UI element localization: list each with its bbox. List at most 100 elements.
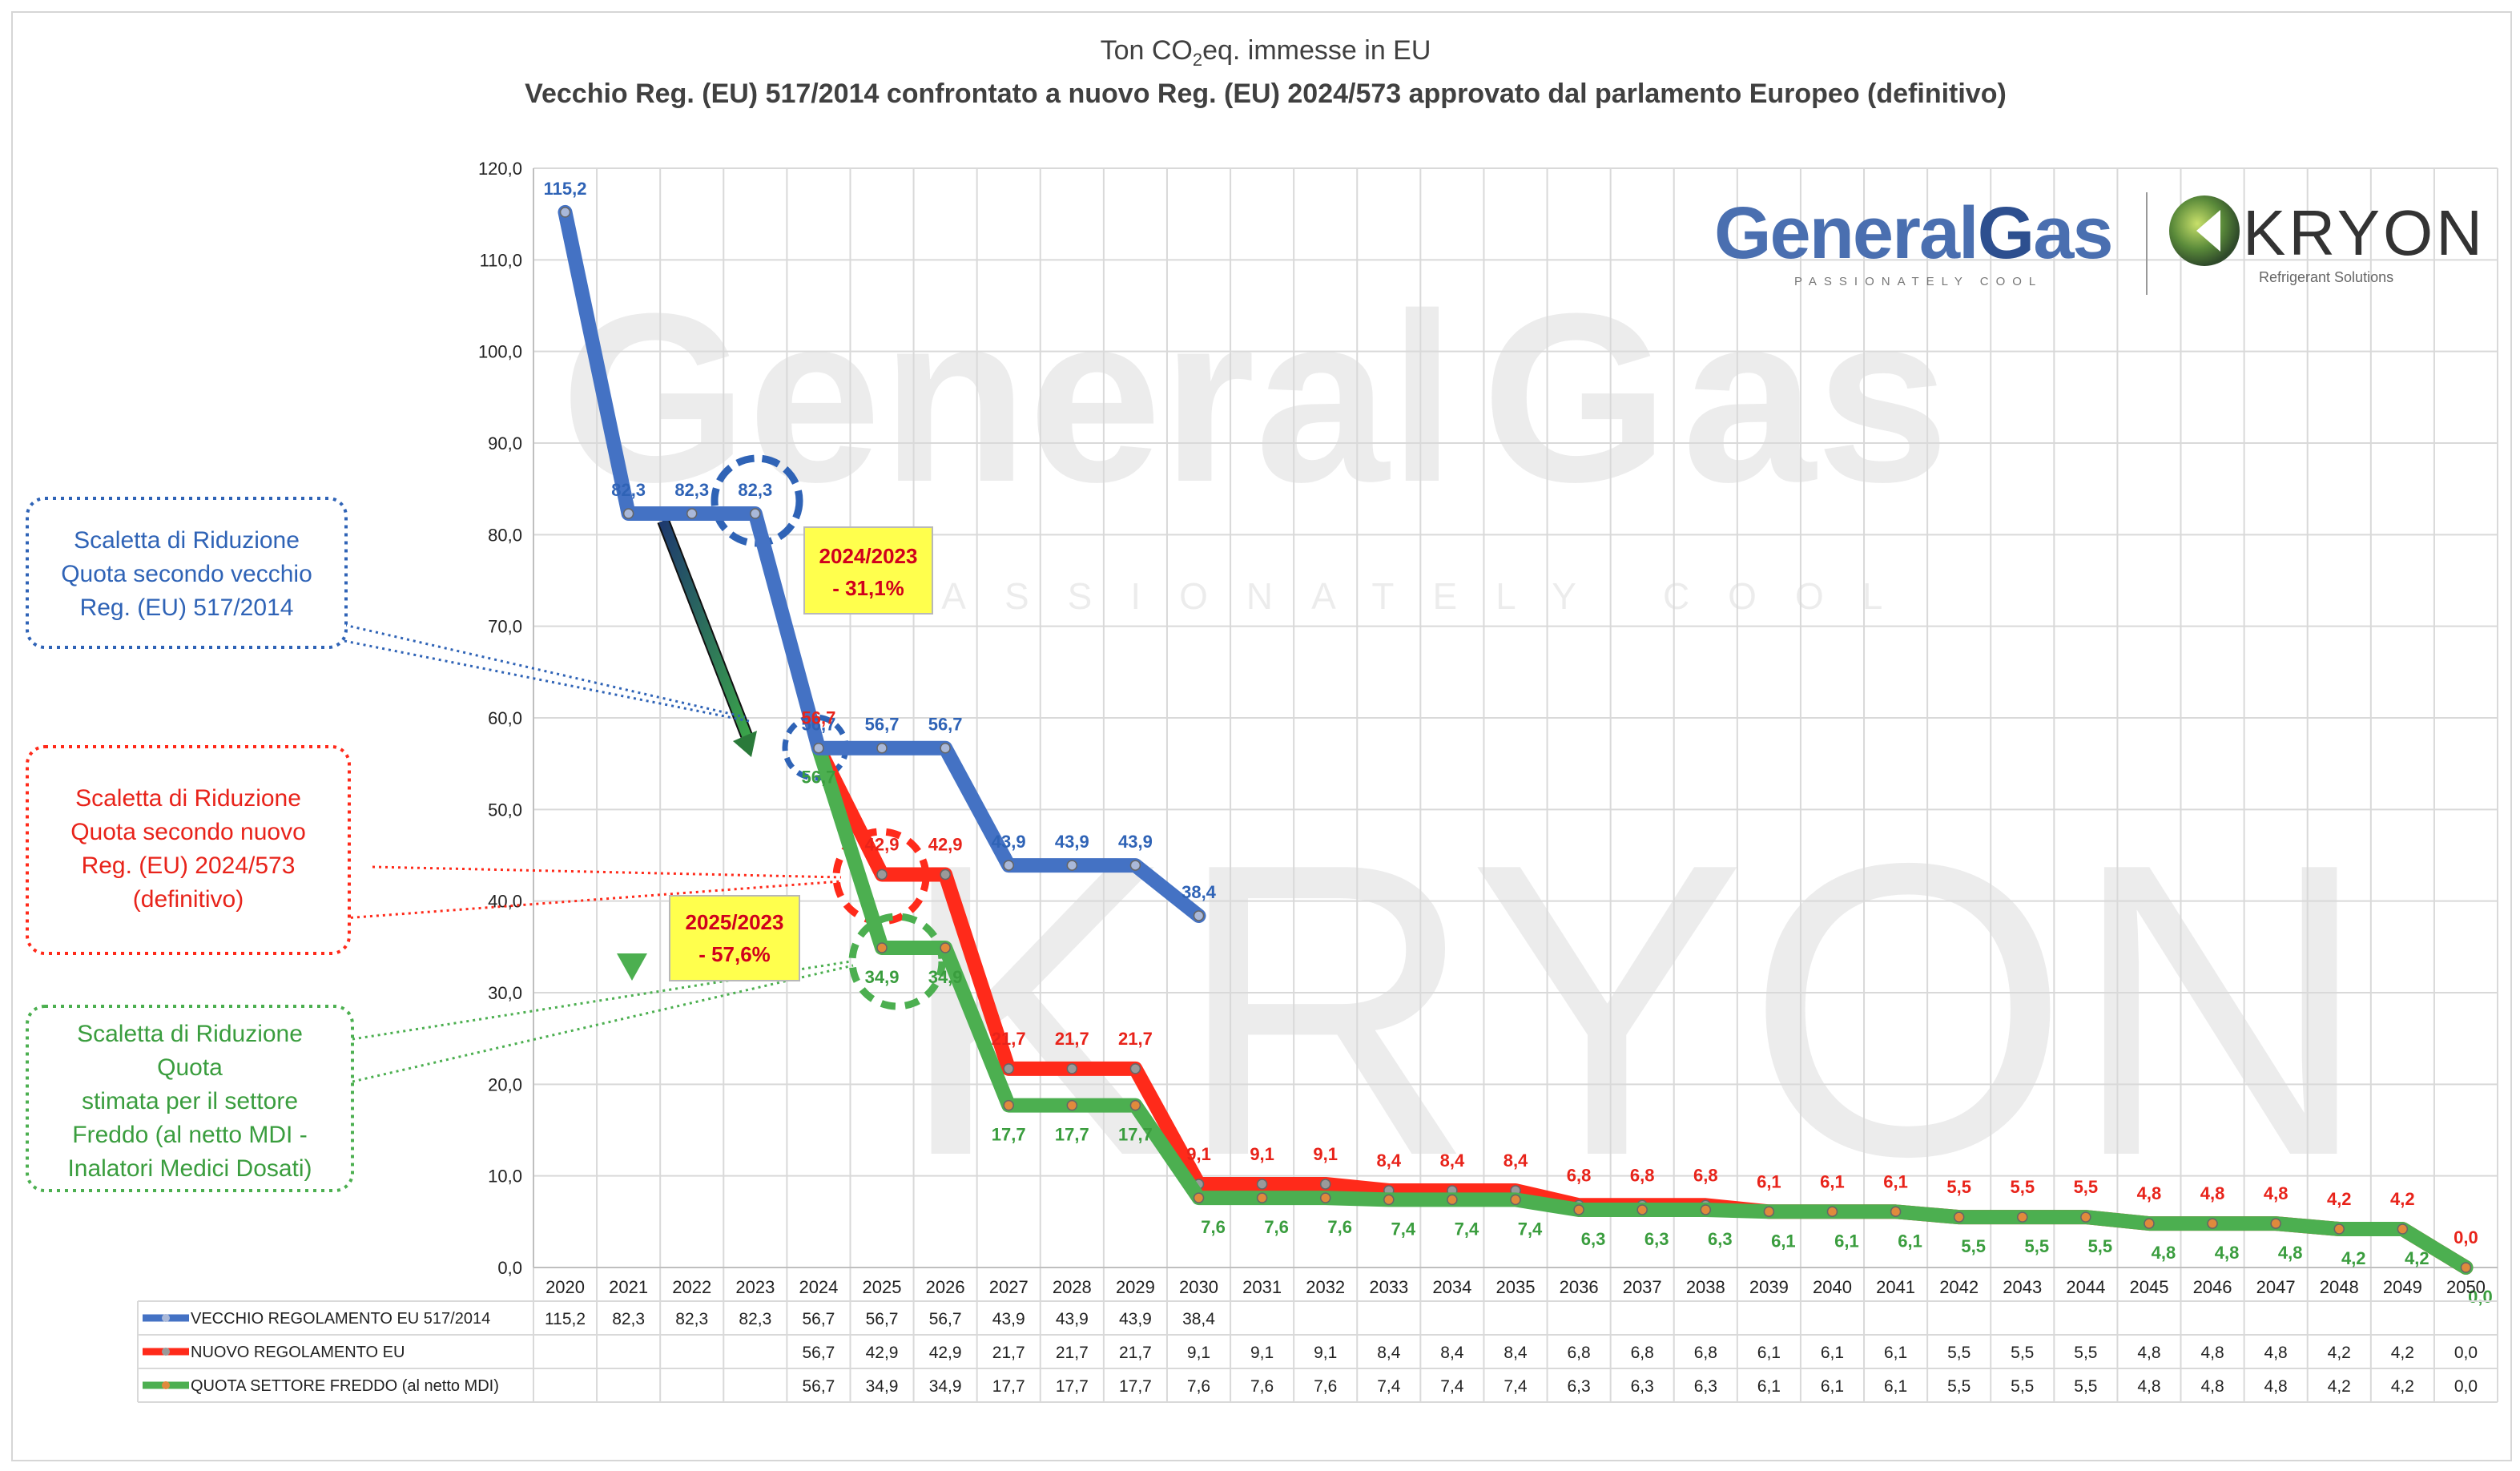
x-tick-label: 2046 [2193,1277,2232,1297]
data-label: 6,1 [1834,1231,1859,1251]
data-label: 5,5 [1946,1177,1971,1197]
data-point [2460,1262,2472,1273]
labels-layer: 115,282,3 82,3 82,356,7 56,7 56,743,9 43,9 43,… [544,179,2493,1307]
data-point [1066,1063,1078,1074]
table-cell: 6,8 [1694,1344,1717,1362]
legend-swatch-dot [162,1314,170,1322]
table-cell: 5,5 [2074,1344,2097,1362]
svg-text:PASSIONATELY COOL: PASSIONATELY COOL [1794,275,2043,288]
table-cell: 7,6 [1250,1377,1274,1396]
x-tick-label: 2047 [2256,1277,2296,1297]
data-point [1193,1192,1205,1203]
table-cell: 21,7 [1119,1344,1152,1362]
data-point [1573,1204,1584,1215]
table-cell: 6,3 [1694,1377,1717,1396]
x-tick-label: 2027 [989,1277,1029,1297]
svg-text:- 31,1%: - 31,1% [832,576,904,600]
data-point [1003,1099,1014,1111]
x-tick-label: 2022 [672,1277,711,1297]
data-point [876,742,888,754]
data-label: 34,9 [865,967,900,987]
diagonal-arrow [657,518,757,757]
data-label: 6,8 [1693,1165,1718,1185]
data-point [1447,1194,1458,1206]
data-label: 21,7 [1055,1029,1089,1049]
table-cell: 5,5 [2011,1377,2034,1396]
data-label: 9,1 [1313,1144,1338,1164]
data-point [1193,910,1205,921]
table-cell: 6,1 [1821,1344,1844,1362]
data-point [2080,1211,2091,1223]
data-label: 17,7 [992,1125,1026,1145]
svg-text:stimata per il settore: stimata per il settore [82,1088,298,1114]
table-cell: 56,7 [802,1344,835,1362]
data-label: 34,9 [928,967,963,987]
data-point [622,508,634,519]
data-point [1953,1211,1965,1223]
data-label: 6,8 [1630,1165,1655,1185]
data-label: 6,3 [1708,1229,1733,1249]
table-cell: 21,7 [992,1344,1025,1362]
table-cell: 115,2 [545,1310,586,1328]
circle-cold-2025 [848,913,946,1010]
table-cell: 5,5 [2074,1377,2097,1396]
x-tick-label: 2035 [1496,1277,1536,1297]
svg-text:Quota secondo vecchio: Quota secondo vecchio [61,561,312,587]
table-cell: 9,1 [1314,1344,1337,1362]
data-point [686,508,698,519]
data-point [559,207,571,218]
data-point [1003,1063,1014,1074]
data-label: 7,4 [1518,1219,1543,1239]
table-cell: 4,8 [2264,1377,2288,1396]
data-label: 0,0 [2468,1287,2493,1307]
data-point [940,868,951,881]
y-tick-label: 90,0 [488,433,522,453]
data-label: 56,7 [865,715,900,735]
svg-text:- 57,6%: - 57,6% [698,942,771,966]
data-point [1890,1206,1902,1218]
data-label: 56,7 [802,768,836,788]
data-label: 4,2 [2405,1248,2429,1268]
y-axis: 0,0 10,0 20,0 30,0 40,0 50,0 60,0 70,0 80,0 90,0 1… [478,159,522,1278]
x-tick-label: 2034 [1432,1277,1471,1297]
data-label: 115,2 [544,179,587,199]
x-tick-label: 2043 [2003,1277,2042,1297]
table-cell: 7,4 [1440,1377,1464,1396]
data-label: 4,2 [2341,1248,2366,1268]
x-tick-label: 2038 [1686,1277,1725,1297]
data-label: 56,7 [802,708,836,728]
svg-text:Reg. (EU) 2024/573: Reg. (EU) 2024/573 [82,852,296,879]
data-point [876,868,888,881]
table-cell: 4,8 [2137,1344,2160,1362]
x-tick-label: 2026 [926,1277,965,1297]
table-cell: 6,8 [1567,1344,1590,1362]
x-tick-label: 2020 [545,1277,585,1297]
data-label: 5,5 [2088,1236,2113,1256]
table-cell: 0,0 [2454,1344,2478,1362]
chart-subtitle: Vecchio Reg. (EU) 517/2014 confrontato a… [525,79,2007,109]
x-tick-label: 2024 [799,1277,838,1297]
x-tick-label: 2033 [1369,1277,1408,1297]
data-point [2144,1218,2155,1229]
svg-text:(definitivo): (definitivo) [133,886,244,913]
data-point [750,508,761,519]
data-point [1319,1179,1331,1190]
svg-text:as: as [1682,263,1950,532]
data-point [1129,860,1141,871]
data-label: 8,4 [1377,1151,1402,1171]
y-tick-label: 120,0 [478,159,522,179]
svg-text:Scaletta di Riduzione: Scaletta di Riduzione [74,527,300,554]
data-label: 43,9 [1055,832,1089,852]
data-label: 8,4 [1440,1151,1465,1171]
data-point [1636,1204,1648,1215]
y-tick-label: 30,0 [488,983,522,1003]
data-point [1826,1206,1838,1218]
svg-text:Reg. (EU) 517/2014: Reg. (EU) 517/2014 [80,594,294,621]
data-label: 56,7 [802,715,836,735]
data-point [1510,1194,1521,1206]
data-label: 82,3 [738,480,772,500]
watermark: General G as PASSIONATELY COOL KRYON [561,263,2371,1243]
table-cell: 34,9 [866,1377,899,1396]
x-tick-label: 2050 [2446,1277,2486,1297]
x-tick-label: 2028 [1053,1277,1092,1297]
